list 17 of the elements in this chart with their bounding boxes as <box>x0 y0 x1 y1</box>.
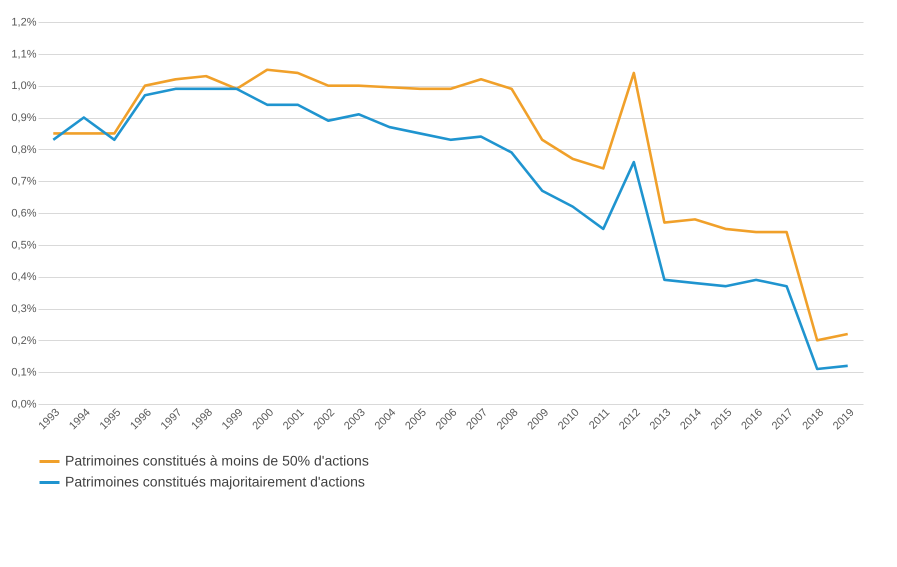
y-tick-label: 0,4% <box>11 271 37 284</box>
y-tick-label: 0,8% <box>11 144 37 156</box>
line-series <box>52 68 850 342</box>
legend-label: Patrimoines constitués à moins de 50% d'actions <box>65 452 369 468</box>
y-tick-label: 0,6% <box>11 208 37 220</box>
y-tick-label: 0,2% <box>11 334 37 347</box>
y-tick-label: 1,1% <box>11 48 37 60</box>
legend-label: Patrimoines constitués majoritairement d'actions <box>65 474 365 490</box>
y-tick-label: 1,2% <box>11 16 37 28</box>
y-tick-label: 0,7% <box>11 176 37 188</box>
y-tick-label: 1,0% <box>11 80 37 92</box>
y-tick-label: 0,1% <box>11 366 37 379</box>
y-tick-label: 0,5% <box>11 239 37 252</box>
y-tick-label: 0,3% <box>11 303 37 315</box>
y-tick-label: 0,9% <box>11 112 37 124</box>
y-tick-label: 0,0% <box>11 398 37 410</box>
line-series <box>52 88 850 370</box>
